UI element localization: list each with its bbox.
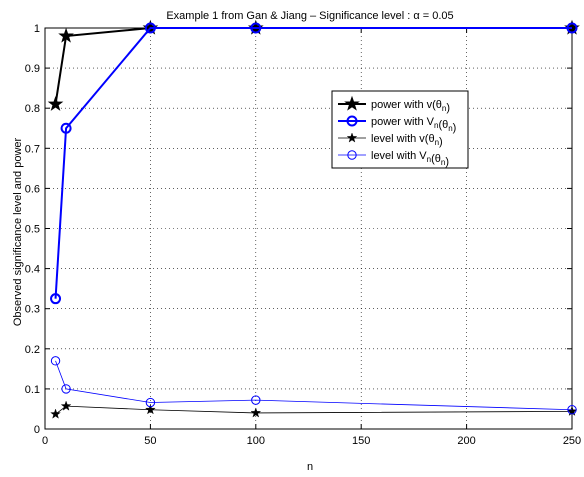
series-2 (50, 22, 578, 305)
circle-marker (61, 384, 71, 394)
legend-item: power with Vn(θn) (338, 115, 456, 134)
star-marker (50, 408, 61, 419)
y-tick-label: 0.9 (25, 63, 40, 75)
circle-marker (50, 356, 61, 366)
legend-item: level with Vn(θn) (338, 150, 449, 168)
legend-item: power with v(θn) (338, 95, 450, 114)
circle-marker-legend (347, 150, 357, 160)
y-tick-label: 0.6 (25, 183, 40, 195)
legend-subscript: n (442, 104, 446, 113)
series-4 (50, 356, 577, 415)
legend-text-part: ) (446, 102, 450, 114)
legend-text-part: ) (439, 136, 443, 148)
legend-subscript: n (448, 124, 452, 133)
legend-subscript: n (435, 138, 439, 147)
circle-marker (60, 122, 72, 134)
x-axis-title: n (307, 461, 313, 473)
legend-text-part: power with V (371, 116, 435, 128)
series-line (55, 360, 573, 411)
circle-marker (144, 22, 156, 34)
star-marker-legend (346, 132, 358, 143)
y-tick-label: 0.5 (25, 224, 40, 236)
legend-subscript: n (441, 158, 445, 167)
x-tick-label: 200 (457, 435, 475, 447)
circle-marker (567, 405, 577, 415)
legend-text-part: level with v(θ (371, 133, 435, 145)
series-line (54, 27, 572, 299)
star-marker (145, 404, 156, 415)
x-tick-label: 150 (352, 435, 370, 447)
legend-text-part: ) (445, 156, 449, 168)
y-tick-label: 0.1 (25, 384, 40, 396)
legend-label: level with Vn(θn) (371, 150, 449, 168)
star-marker (58, 27, 74, 43)
star-marker-legend (344, 95, 360, 111)
legend-text-part: (θ (438, 119, 448, 131)
circle-marker (251, 395, 261, 405)
y-axis-title: Observed significance level and power (12, 138, 24, 327)
legend-item: level with v(θn) (338, 132, 443, 148)
legend-label: power with v(θn) (371, 99, 450, 114)
circle-marker (50, 293, 62, 305)
legend: power with v(θn)power with Vn(θn)level w… (331, 90, 469, 169)
legend-text-part: power with v(θ (371, 99, 442, 111)
y-tick-label: 0.7 (25, 143, 40, 155)
y-tick-label: 0.2 (25, 344, 40, 356)
legend-subscript: n (427, 155, 431, 164)
legend-text-part: ) (453, 122, 457, 134)
legend-text-part: level with V (371, 150, 427, 162)
y-tick-label: 1 (34, 23, 40, 35)
axis-ticks: 0 50 100 150 200 250 0 0.1 0.2 0.3 0.4 0.5 0.6 0.7 0.8… (25, 23, 581, 447)
chart-title: Example 1 from Gan & Jiang – Significanc… (166, 10, 453, 22)
x-tick-label: 50 (144, 435, 156, 447)
grid (45, 28, 572, 429)
y-tick-label: 0.3 (25, 304, 40, 316)
legend-text-part: (θ (431, 153, 441, 165)
y-tick-label: 0.8 (25, 103, 40, 115)
x-tick-label: 0 (42, 435, 48, 447)
legend-subscript: n (434, 121, 438, 130)
circle-marker (566, 22, 578, 34)
star-marker (47, 95, 64, 111)
circle-marker (250, 22, 262, 34)
star-marker (60, 400, 72, 411)
series-group (47, 19, 580, 419)
x-tick-label: 250 (563, 435, 581, 447)
legend-label: power with Vn(θn) (371, 116, 456, 134)
legend-label: level with v(θn) (371, 133, 443, 148)
star-marker (250, 407, 262, 418)
x-tick-label: 100 (247, 435, 265, 447)
y-tick-label: 0.4 (25, 264, 40, 276)
circle-marker-legend (346, 115, 358, 127)
y-tick-label: 0 (34, 424, 40, 436)
circle-marker (145, 397, 156, 408)
